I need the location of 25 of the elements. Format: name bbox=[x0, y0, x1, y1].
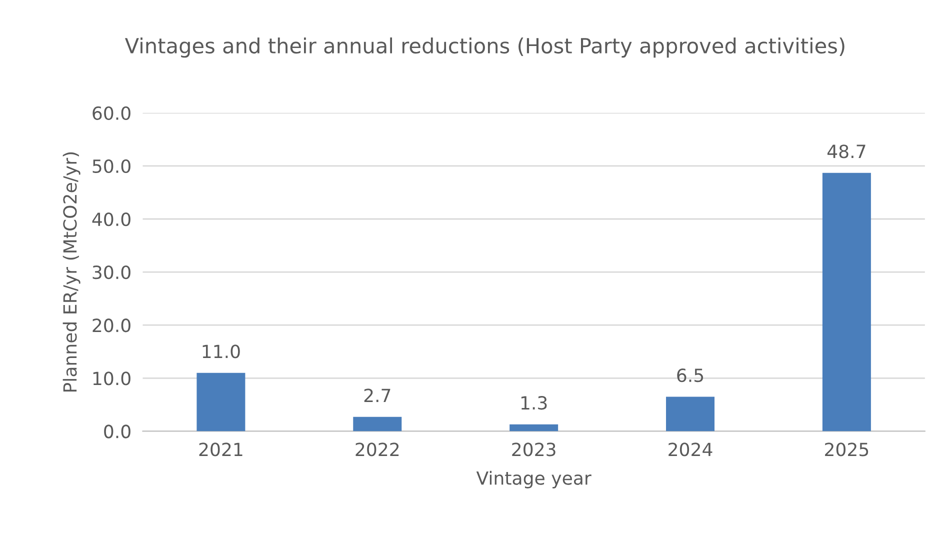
x-tick-label: 2025 bbox=[825, 442, 868, 456]
y-tick-label: 0.0 bbox=[104, 424, 130, 438]
data-label: 48.7 bbox=[827, 144, 866, 158]
y-axis-title: Planned ER/yr (MtCO2e/yr) bbox=[62, 152, 80, 392]
data-label: 11.0 bbox=[202, 344, 240, 358]
data-label: 1.3 bbox=[521, 396, 547, 410]
data-label: 6.5 bbox=[677, 368, 704, 382]
y-tick-label: 40.0 bbox=[92, 212, 130, 226]
bar bbox=[353, 416, 402, 432]
y-tick-label: 20.0 bbox=[92, 318, 130, 332]
bar bbox=[666, 396, 715, 432]
x-tick-label: 2024 bbox=[668, 442, 712, 456]
x-axis-title: Vintage year bbox=[476, 470, 592, 488]
bar bbox=[196, 372, 246, 432]
y-tick-label: 10.0 bbox=[93, 372, 130, 386]
bar bbox=[510, 424, 558, 432]
x-tick-label: 2022 bbox=[356, 442, 399, 456]
data-label: 2.7 bbox=[364, 388, 390, 402]
y-tick-label: 50.0 bbox=[92, 159, 130, 174]
y-tick-label: 30.0 bbox=[92, 266, 130, 280]
x-tick-label: 2023 bbox=[512, 442, 556, 456]
x-tick-label: 2021 bbox=[199, 442, 242, 456]
chart-title: Vintages and their annual reductions (Host Party approved activities) bbox=[124, 37, 844, 58]
y-tick-label: 60.0 bbox=[92, 106, 130, 120]
bar bbox=[822, 172, 871, 432]
